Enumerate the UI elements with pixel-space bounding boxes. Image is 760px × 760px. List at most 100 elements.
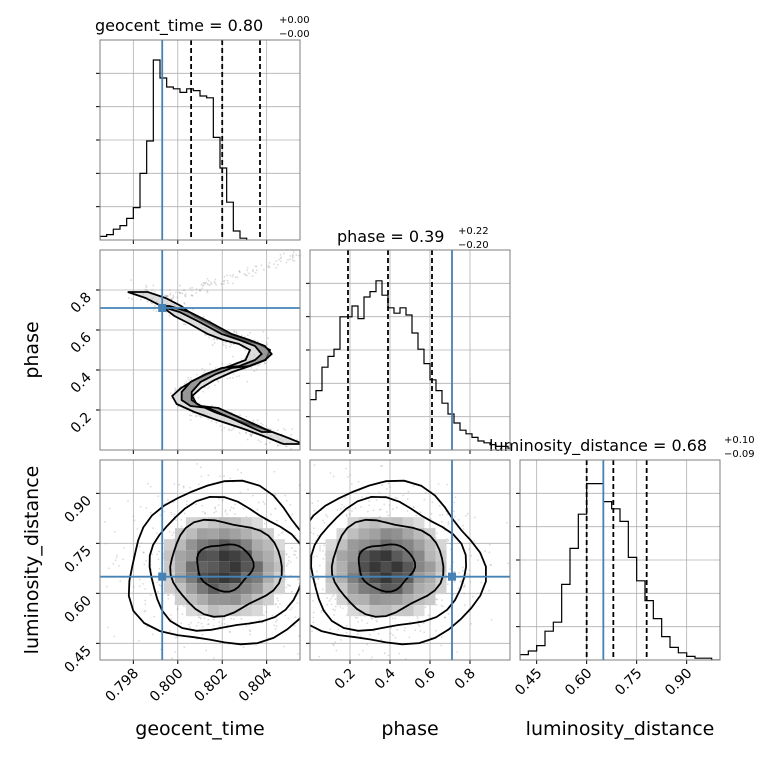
pair-geocent-time-vs-phase-sample: [257, 364, 260, 367]
pair-phase-vs-luminosity-distance-sample: [412, 506, 415, 508]
pair-geocent-time-vs-luminosity-distance-sample: [293, 624, 296, 627]
pair-geocent-time-vs-phase-tail-sample: [204, 282, 207, 285]
pair-phase-vs-luminosity-distance-density-cell: [358, 561, 370, 573]
pair-phase-vs-luminosity-distance-sample: [302, 638, 304, 640]
pair-phase-vs-luminosity-distance-sample: [334, 605, 337, 608]
pair-phase-vs-luminosity-distance-sample: [302, 611, 304, 613]
pair-geocent-time-vs-phase-sample: [252, 421, 255, 424]
pair-geocent-time-vs-luminosity-distance-sample: [157, 661, 159, 663]
pair-phase-vs-luminosity-distance-sample: [443, 616, 446, 619]
pair-geocent-time-vs-luminosity-distance-sample: [236, 468, 239, 471]
pair-phase-vs-luminosity-distance-sample: [446, 483, 449, 486]
pair-geocent-time-vs-luminosity-distance-sample: [104, 542, 107, 545]
pair-geocent-time-vs-luminosity-distance-density-cell: [185, 561, 197, 573]
pair-geocent-time-vs-luminosity-distance-sample: [132, 515, 135, 518]
pair-phase-vs-luminosity-distance-sample: [317, 578, 320, 581]
pair-phase-vs-luminosity-distance-sample: [414, 629, 417, 632]
pair-phase-vs-luminosity-distance-sample: [389, 632, 392, 635]
pair-geocent-time-vs-phase-sample: [250, 366, 253, 369]
pair-phase-vs-luminosity-distance-density-cell: [380, 572, 392, 584]
pair-phase-vs-luminosity-distance-sample: [416, 617, 419, 619]
pair-geocent-time-vs-luminosity-distance-sample: [323, 598, 325, 600]
pair-geocent-time-vs-luminosity-distance-sample: [199, 617, 202, 620]
pair-phase-vs-luminosity-distance-sample: [449, 542, 452, 545]
pair-geocent-time-vs-luminosity-distance-density-cell: [229, 561, 241, 573]
pair-geocent-time-vs-phase-sample: [250, 434, 252, 437]
ylabel-luminosity-distance: luminosity_distance: [21, 466, 43, 655]
pair-geocent-time-vs-luminosity-distance-sample: [214, 507, 217, 510]
pair-geocent-time-vs-luminosity-distance-density-cell: [251, 517, 263, 529]
pair-geocent-time-vs-luminosity-distance-sample: [297, 578, 300, 581]
pair-geocent-time-vs-luminosity-distance-sample: [303, 552, 305, 554]
pair-geocent-time-vs-phase-sample: [245, 415, 248, 418]
pair-phase-vs-luminosity-distance-sample: [340, 638, 343, 641]
pair-phase-vs-luminosity-distance-sample: [392, 634, 394, 636]
pair-phase-vs-luminosity-distance-density-cell: [424, 594, 436, 606]
pair-geocent-time-vs-luminosity-distance-density-cell: [262, 583, 274, 595]
pair-phase-vs-luminosity-distance-sample: [383, 503, 386, 506]
pair-geocent-time-vs-phase-sample: [226, 364, 229, 366]
pair-phase-vs-luminosity-distance-sample: [308, 550, 310, 552]
pair-geocent-time-vs-phase-tail-sample: [251, 268, 254, 271]
pair-geocent-time-vs-phase-tail-sample: [227, 282, 230, 285]
pair-geocent-time-vs-luminosity-distance-sample: [307, 568, 309, 570]
pair-geocent-time-vs-luminosity-distance-sample: [229, 509, 232, 512]
pair-geocent-time-vs-phase-tail-sample: [199, 289, 202, 292]
pair-geocent-time-vs-luminosity-distance-sample: [255, 644, 257, 647]
pair-geocent-time-vs-phase-sample: [229, 377, 231, 379]
pair-geocent-time-vs-luminosity-distance-sample: [218, 625, 221, 628]
pair-geocent-time-vs-luminosity-distance-sample: [180, 518, 183, 521]
pair-geocent-time-vs-luminosity-distance-content: [71, 460, 325, 666]
pair-geocent-time-vs-phase-sample: [285, 445, 288, 448]
pair-phase-vs-luminosity-distance-xticklabel-3: 0.8: [452, 666, 479, 693]
pair-geocent-time-vs-luminosity-distance-sample: [318, 611, 320, 613]
pair-geocent-time-vs-phase-tail-sample: [268, 266, 271, 269]
pair-phase-vs-luminosity-distance-density-cell: [336, 528, 348, 540]
pair-phase-vs-luminosity-distance-sample: [459, 580, 462, 583]
pair-geocent-time-vs-luminosity-distance-sample: [136, 528, 139, 530]
pair-geocent-time-vs-phase-sample: [197, 396, 200, 399]
pair-geocent-time-vs-phase-tail-sample: [277, 263, 279, 266]
pair-geocent-time-vs-phase-sample: [153, 291, 156, 293]
pair-geocent-time-vs-luminosity-distance-sample: [249, 633, 252, 636]
pair-phase-vs-luminosity-distance-sample: [469, 581, 472, 583]
pair-geocent-time-vs-luminosity-distance-sample: [302, 557, 304, 559]
pair-geocent-time-vs-luminosity-distance-sample: [183, 646, 186, 648]
pair-geocent-time-vs-luminosity-distance-sample: [306, 621, 308, 623]
pair-geocent-time-vs-luminosity-distance-sample: [200, 475, 203, 478]
pair-phase-vs-luminosity-distance-sample: [444, 616, 446, 619]
pair-geocent-time-vs-luminosity-distance-sample: [71, 646, 73, 648]
pair-geocent-time-vs-luminosity-distance-sample: [248, 629, 251, 632]
pair-geocent-time-vs-luminosity-distance-density-cell: [174, 572, 186, 584]
pair-geocent-time-vs-phase-sample: [230, 343, 233, 346]
pair-geocent-time-vs-luminosity-distance-sample: [119, 580, 122, 583]
pair-geocent-time-vs-phase-sample: [182, 323, 185, 326]
pair-phase-vs-luminosity-distance-sample: [430, 513, 433, 515]
pair-phase-vs-luminosity-distance-sample: [404, 627, 407, 629]
pair-phase-vs-luminosity-distance-density-cell: [347, 572, 359, 584]
pair-geocent-time-vs-luminosity-distance-sample: [212, 624, 215, 627]
pair-phase-vs-luminosity-distance-sample: [511, 552, 513, 554]
pair-geocent-time-vs-luminosity-distance-sample: [275, 664, 277, 666]
pair-geocent-time-vs-phase-sample: [230, 429, 233, 432]
pair-geocent-time-vs-phase-sample: [226, 377, 229, 380]
pair-phase-vs-luminosity-distance-sample: [462, 528, 465, 531]
pair-geocent-time-vs-phase-tail-sample: [191, 286, 194, 289]
pair-phase-vs-luminosity-distance-sample: [302, 548, 304, 550]
pair-phase-vs-luminosity-distance-sample: [440, 520, 443, 523]
pair-geocent-time-vs-phase-sample: [265, 442, 268, 445]
pair-geocent-time-vs-luminosity-distance-sample: [157, 495, 160, 498]
pair-phase-vs-luminosity-distance-sample: [408, 636, 411, 639]
pair-phase-vs-luminosity-distance-sample: [339, 605, 342, 608]
pair-geocent-time-vs-luminosity-distance-sample: [217, 504, 220, 507]
pair-phase-vs-luminosity-distance-xticklabel-0: 0.2: [332, 666, 359, 693]
pair-geocent-time-vs-phase-tail-sample: [229, 274, 231, 277]
pair-geocent-time-vs-luminosity-distance-sample: [285, 586, 288, 589]
pair-geocent-time-vs-phase-sample: [238, 375, 241, 377]
hist-panel-geocent-time-frame: [99, 39, 301, 241]
pair-geocent-time-vs-phase-sample: [203, 386, 206, 389]
title-luminosity-distance-main: luminosity_distance = 0.68: [489, 436, 707, 456]
pair-phase-vs-luminosity-distance-sample: [490, 564, 492, 567]
pair-geocent-time-vs-luminosity-distance-sample: [262, 500, 265, 503]
pair-geocent-time-vs-luminosity-distance-sample: [138, 578, 141, 581]
